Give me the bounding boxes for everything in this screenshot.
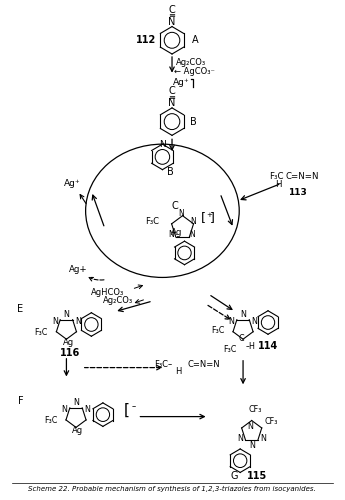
Text: ≡: ≡ bbox=[168, 92, 176, 102]
Text: N: N bbox=[229, 317, 235, 326]
Text: –: – bbox=[131, 402, 136, 411]
Text: F₃C: F₃C bbox=[211, 326, 225, 335]
Text: C: C bbox=[238, 334, 244, 342]
Text: N: N bbox=[73, 398, 79, 407]
Text: N: N bbox=[178, 209, 184, 218]
Text: AgHCO₃: AgHCO₃ bbox=[91, 288, 124, 296]
Text: 112: 112 bbox=[136, 36, 156, 46]
Text: N: N bbox=[237, 434, 243, 442]
Text: C: C bbox=[169, 86, 175, 96]
Text: N: N bbox=[190, 217, 196, 226]
Text: B: B bbox=[167, 166, 174, 176]
Text: ]: ] bbox=[210, 211, 215, 224]
Text: N: N bbox=[247, 422, 253, 431]
Text: B: B bbox=[190, 116, 197, 126]
Text: F₃C: F₃C bbox=[34, 328, 47, 337]
Text: N: N bbox=[168, 230, 174, 239]
Text: Ag: Ag bbox=[171, 228, 183, 237]
Text: F: F bbox=[18, 396, 23, 406]
Text: N: N bbox=[168, 98, 176, 108]
Text: N: N bbox=[61, 405, 67, 414]
Text: E: E bbox=[17, 304, 23, 314]
Text: Ag+: Ag+ bbox=[69, 265, 87, 274]
Text: F₃C: F₃C bbox=[45, 416, 58, 425]
Text: Ag: Ag bbox=[63, 338, 74, 346]
Text: Ag₂CO₃: Ag₂CO₃ bbox=[176, 58, 206, 68]
Text: Ag: Ag bbox=[72, 426, 83, 435]
Text: Scheme 22. Probable mechanism of synthesis of 1,2,3-triazoles from isocyanides.: Scheme 22. Probable mechanism of synthes… bbox=[28, 486, 316, 492]
Text: 113: 113 bbox=[288, 188, 307, 196]
Text: Ag₂CO₃: Ag₂CO₃ bbox=[103, 296, 133, 306]
Text: [: [ bbox=[201, 211, 206, 224]
Text: N: N bbox=[249, 440, 255, 450]
Text: ← AgCO₃⁻: ← AgCO₃⁻ bbox=[174, 67, 215, 76]
Text: N: N bbox=[240, 310, 246, 319]
Text: C: C bbox=[169, 5, 175, 15]
Text: N: N bbox=[85, 405, 90, 414]
Text: A: A bbox=[192, 36, 198, 46]
Text: +: + bbox=[207, 212, 213, 218]
Text: CF₃: CF₃ bbox=[264, 417, 278, 426]
Text: F₃C–: F₃C– bbox=[154, 360, 172, 369]
Text: N: N bbox=[159, 140, 166, 148]
Text: N: N bbox=[75, 317, 81, 326]
Text: N: N bbox=[189, 230, 195, 239]
Text: 116: 116 bbox=[60, 348, 80, 358]
Text: G: G bbox=[231, 472, 238, 482]
Text: N: N bbox=[168, 16, 176, 26]
Text: N: N bbox=[63, 310, 69, 319]
Text: Ag⁺: Ag⁺ bbox=[64, 179, 80, 188]
Text: N: N bbox=[252, 317, 257, 326]
Text: ≡: ≡ bbox=[168, 12, 176, 20]
Text: F₃C: F₃C bbox=[145, 217, 159, 226]
Text: 115: 115 bbox=[247, 472, 268, 482]
Text: H: H bbox=[176, 367, 182, 376]
Text: C: C bbox=[171, 201, 178, 211]
Text: N: N bbox=[260, 434, 266, 442]
Text: C=N=N: C=N=N bbox=[187, 360, 220, 369]
Text: –H: –H bbox=[246, 342, 256, 350]
Text: H: H bbox=[275, 180, 282, 189]
Text: C=N=N: C=N=N bbox=[285, 172, 319, 181]
Text: N: N bbox=[52, 317, 58, 326]
Text: F₃C: F₃C bbox=[269, 172, 284, 181]
Text: F₃C: F₃C bbox=[223, 346, 236, 354]
Text: 114: 114 bbox=[258, 341, 278, 351]
Text: CF₃: CF₃ bbox=[249, 405, 262, 414]
Text: Ag⁺: Ag⁺ bbox=[173, 78, 190, 87]
Text: [: [ bbox=[124, 403, 130, 418]
